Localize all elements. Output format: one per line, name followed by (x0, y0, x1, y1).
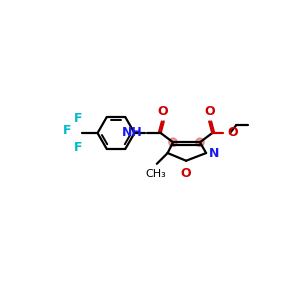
Text: O: O (158, 105, 168, 118)
Text: O: O (181, 167, 191, 180)
Circle shape (196, 138, 204, 146)
Text: O: O (227, 126, 238, 139)
Text: F: F (63, 124, 71, 137)
Text: F: F (74, 112, 82, 124)
Text: N: N (209, 147, 220, 160)
Text: O: O (205, 105, 215, 118)
Text: F: F (74, 142, 82, 154)
Text: CH₃: CH₃ (146, 169, 166, 179)
Circle shape (169, 138, 177, 146)
Text: NH: NH (122, 126, 143, 139)
